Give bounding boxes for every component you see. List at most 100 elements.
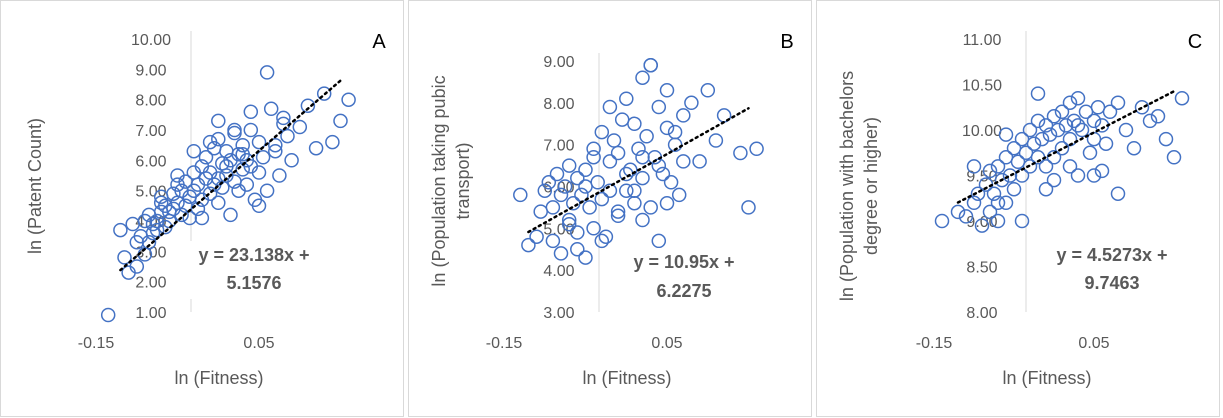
chart-a-svg: 1.002.003.004.005.006.007.008.009.0010.0… — [25, 31, 386, 388]
y-tick-label: 8.00 — [966, 305, 997, 322]
data-point — [602, 99, 618, 115]
data-point — [1082, 145, 1098, 161]
y-axis-title: ln (Population taking pubic — [429, 75, 449, 286]
data-point — [671, 187, 687, 203]
data-point — [227, 122, 242, 138]
data-point — [235, 137, 250, 153]
equation-background — [614, 248, 754, 306]
data-point — [1098, 136, 1114, 151]
x-tick-label: -0.15 — [486, 335, 523, 352]
data-point — [586, 149, 601, 165]
data-point — [700, 83, 716, 98]
data-point — [627, 195, 642, 211]
trendline-equation: y = 10.95x + — [633, 252, 734, 272]
data-point — [268, 143, 283, 159]
data-point — [198, 150, 214, 165]
x-tick-label: -0.15 — [916, 335, 953, 352]
equation-background — [1042, 241, 1182, 299]
data-point — [610, 208, 626, 224]
data-point — [1090, 100, 1106, 115]
data-point — [243, 122, 259, 138]
data-point — [300, 98, 316, 113]
scatter-points — [100, 65, 356, 323]
data-point — [966, 195, 982, 211]
data-point — [227, 125, 242, 141]
y-tick-label: 8.00 — [543, 96, 574, 113]
data-point — [570, 225, 585, 240]
data-point — [341, 92, 356, 107]
y-tick-label: 10.50 — [962, 78, 1002, 95]
data-point — [1006, 181, 1022, 197]
data-point — [610, 145, 626, 161]
trendline-equation: 9.7463 — [1084, 273, 1139, 293]
data-point — [153, 189, 169, 204]
data-point — [553, 187, 569, 203]
x-tick-label: 0.05 — [243, 335, 274, 352]
data-point — [594, 233, 610, 249]
data-point — [1030, 86, 1046, 101]
data-point — [998, 195, 1014, 211]
data-point — [635, 149, 650, 165]
data-point — [141, 234, 157, 250]
data-point — [676, 154, 691, 169]
data-point — [1014, 213, 1030, 229]
data-point — [211, 195, 226, 211]
data-point — [970, 186, 986, 201]
data-point — [974, 218, 990, 233]
data-point — [570, 242, 585, 257]
data-point — [982, 204, 998, 220]
data-point — [598, 229, 614, 244]
data-point — [643, 57, 658, 73]
chart-panel-c: 8.00 8.50 9.00 9.50 10.00 10.50 11.00 -0.15 0.05… — [816, 0, 1220, 417]
data-point — [950, 204, 966, 220]
data-point — [1002, 168, 1018, 183]
data-point — [1010, 154, 1026, 170]
y-axis-title: degree or higher) — [861, 117, 881, 255]
data-point — [211, 113, 226, 129]
data-point — [1046, 150, 1062, 165]
data-point — [170, 168, 185, 183]
data-point — [602, 154, 618, 169]
data-point — [1074, 122, 1090, 138]
data-point — [251, 198, 267, 214]
data-point — [211, 131, 226, 147]
data-point — [553, 246, 569, 261]
chart-panel-b: 3.00 4.00 5.00 6.00 7.00 8.00 9.00 -0.15 0.05 ln … — [408, 0, 812, 417]
data-point — [223, 207, 238, 223]
data-point — [263, 101, 279, 117]
y-tick-label: 10.00 — [962, 123, 1002, 140]
data-point — [561, 216, 577, 232]
data-point — [521, 237, 536, 253]
data-point — [684, 95, 699, 111]
data-point — [594, 124, 610, 140]
data-point — [153, 195, 169, 211]
y-tick-label: 4.00 — [543, 263, 574, 280]
data-point — [1126, 140, 1142, 156]
y-tick-label: 1.00 — [135, 305, 166, 322]
data-point — [149, 222, 165, 238]
data-point — [676, 108, 691, 123]
data-point — [561, 212, 577, 228]
x-axis-title: ln (Fitness) — [174, 368, 263, 388]
data-point — [1110, 186, 1126, 201]
panel-letter: C — [1188, 31, 1202, 53]
data-point — [174, 207, 189, 223]
data-point — [194, 210, 210, 226]
data-point — [990, 213, 1006, 229]
trendline — [527, 107, 750, 234]
data-point — [1110, 95, 1126, 110]
x-tick-label: 0.05 — [1078, 335, 1109, 352]
data-point — [606, 133, 622, 148]
data-point — [1174, 90, 1190, 106]
y-axis-title: ln (Patent Count) — [25, 118, 45, 254]
data-point — [635, 70, 650, 85]
data-point — [614, 112, 630, 127]
y-tick-label: 3.00 — [543, 305, 574, 322]
data-point — [1070, 168, 1086, 183]
data-point — [100, 307, 116, 323]
y-tick-label: 7.00 — [543, 138, 574, 155]
data-point — [1078, 104, 1094, 120]
data-point — [1066, 113, 1082, 129]
data-point — [651, 233, 667, 249]
